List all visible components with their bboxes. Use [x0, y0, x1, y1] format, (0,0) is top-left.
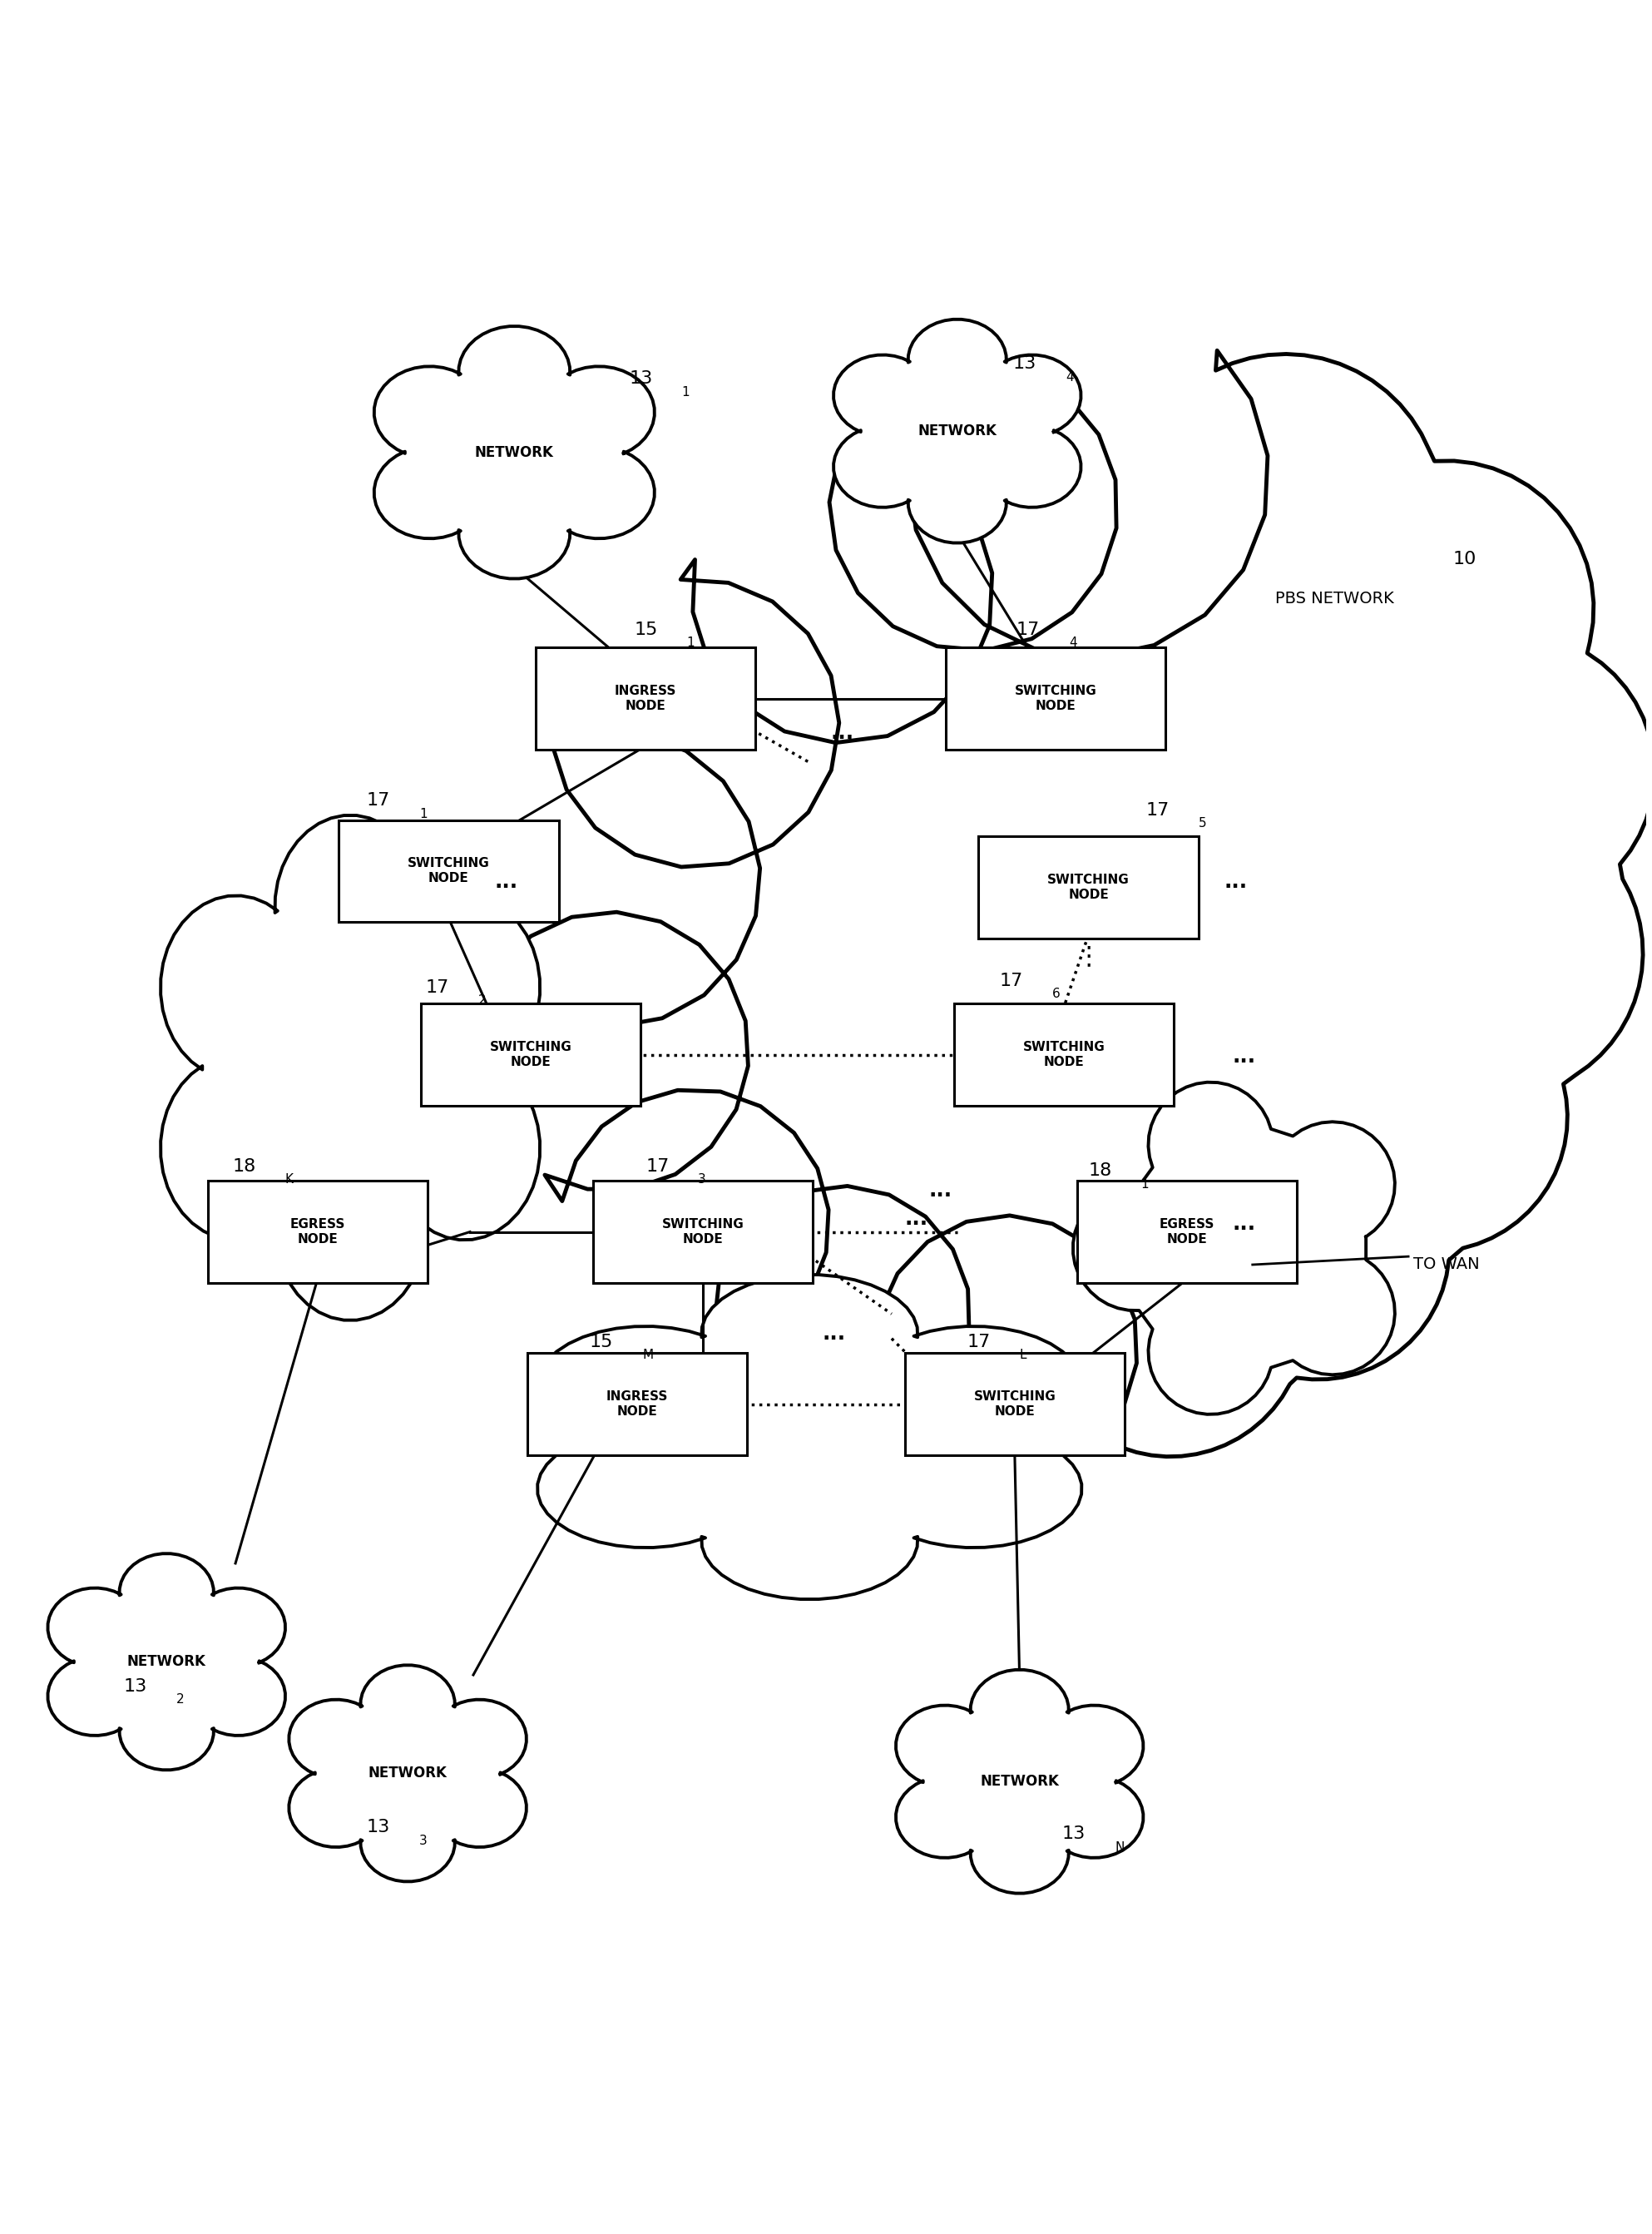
Polygon shape [537, 1276, 1082, 1600]
FancyBboxPatch shape [945, 648, 1166, 748]
Text: SWITCHING
NODE: SWITCHING NODE [973, 1392, 1056, 1419]
FancyBboxPatch shape [953, 1003, 1175, 1106]
Text: 4: 4 [1069, 637, 1077, 650]
Text: ...: ... [905, 1209, 928, 1229]
Text: NETWORK: NETWORK [474, 445, 553, 460]
FancyBboxPatch shape [978, 836, 1198, 938]
Text: 17: 17 [426, 978, 449, 996]
Text: M: M [643, 1349, 653, 1361]
Text: ...: ... [1232, 1213, 1256, 1233]
Text: ...: ... [1224, 871, 1247, 891]
Text: 13: 13 [124, 1678, 147, 1696]
FancyBboxPatch shape [339, 820, 558, 923]
Text: SWITCHING
NODE: SWITCHING NODE [1047, 873, 1130, 900]
Text: SWITCHING
NODE: SWITCHING NODE [1014, 686, 1097, 713]
FancyBboxPatch shape [1077, 1182, 1297, 1282]
Text: ⋮: ⋮ [1075, 945, 1102, 967]
Text: NETWORK: NETWORK [919, 424, 996, 438]
Text: 2: 2 [477, 994, 486, 1008]
Text: NETWORK: NETWORK [127, 1653, 206, 1669]
Text: SWITCHING
NODE: SWITCHING NODE [1023, 1041, 1105, 1068]
Text: 10: 10 [1452, 552, 1477, 567]
Text: SWITCHING
NODE: SWITCHING NODE [408, 858, 489, 885]
Text: 3: 3 [699, 1173, 705, 1186]
FancyBboxPatch shape [535, 648, 755, 748]
Text: 15: 15 [634, 621, 657, 639]
Text: L: L [1019, 1349, 1026, 1361]
Text: 3: 3 [420, 1834, 428, 1848]
FancyBboxPatch shape [593, 1182, 813, 1282]
Text: ...: ... [928, 1182, 953, 1202]
Polygon shape [834, 319, 1080, 543]
Text: 18: 18 [233, 1157, 256, 1175]
FancyBboxPatch shape [905, 1354, 1125, 1454]
Text: INGRESS
NODE: INGRESS NODE [615, 686, 676, 713]
Text: 1: 1 [687, 637, 694, 650]
Text: NETWORK: NETWORK [980, 1774, 1059, 1789]
Text: EGRESS
NODE: EGRESS NODE [289, 1218, 345, 1244]
Text: ...: ... [494, 871, 517, 891]
FancyBboxPatch shape [421, 1003, 641, 1106]
Text: 15: 15 [590, 1334, 613, 1349]
Text: 17: 17 [646, 1157, 669, 1175]
Polygon shape [289, 1664, 527, 1881]
Text: 1: 1 [1142, 1177, 1150, 1191]
Text: PBS NETWORK: PBS NETWORK [1275, 590, 1394, 605]
Text: 17: 17 [367, 791, 390, 809]
Text: 13: 13 [629, 371, 653, 386]
Text: 1: 1 [682, 386, 689, 398]
Text: 13: 13 [1013, 355, 1036, 373]
Text: INGRESS
NODE: INGRESS NODE [606, 1392, 669, 1419]
Polygon shape [492, 351, 1652, 1457]
Polygon shape [375, 326, 654, 579]
Text: 6: 6 [1052, 987, 1061, 1001]
Text: 13: 13 [1062, 1825, 1085, 1843]
Text: N: N [1115, 1841, 1123, 1854]
Text: 17: 17 [1016, 621, 1039, 639]
Text: 4: 4 [1066, 371, 1074, 384]
Text: 1: 1 [420, 806, 428, 820]
Text: 18: 18 [1089, 1162, 1112, 1180]
Text: 17: 17 [999, 972, 1023, 990]
Text: SWITCHING
NODE: SWITCHING NODE [489, 1041, 572, 1068]
Polygon shape [48, 1553, 286, 1769]
Text: TO WAN: TO WAN [1412, 1258, 1480, 1273]
Text: SWITCHING
NODE: SWITCHING NODE [662, 1218, 743, 1244]
Polygon shape [895, 1669, 1143, 1892]
Text: EGRESS
NODE: EGRESS NODE [1160, 1218, 1214, 1244]
FancyBboxPatch shape [527, 1354, 747, 1454]
Text: ...: ... [1232, 1046, 1256, 1066]
Polygon shape [160, 815, 540, 1320]
FancyBboxPatch shape [208, 1182, 428, 1282]
Text: 5: 5 [1198, 818, 1206, 829]
Text: 13: 13 [367, 1818, 390, 1836]
Text: ...: ... [823, 1323, 846, 1343]
Polygon shape [1074, 1081, 1394, 1414]
Text: K: K [284, 1173, 292, 1186]
Text: NETWORK: NETWORK [368, 1765, 448, 1780]
Text: 17: 17 [966, 1334, 991, 1349]
Text: 2: 2 [177, 1693, 185, 1707]
Text: 17: 17 [1146, 802, 1170, 818]
Text: ...: ... [831, 724, 854, 744]
